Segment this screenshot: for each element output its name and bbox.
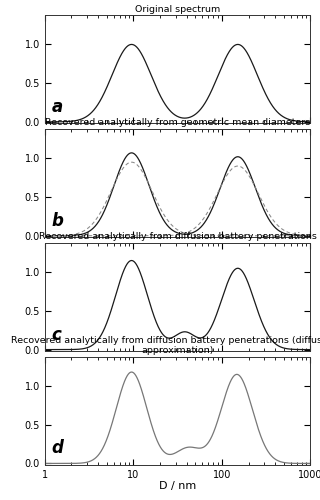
Title: Recovered analytically from geometric mean diameters: Recovered analytically from geometric me… xyxy=(45,118,310,128)
Title: Recovered analytically from diffusion battery penetrations: Recovered analytically from diffusion ba… xyxy=(39,232,316,241)
Text: d: d xyxy=(52,440,63,458)
Title: Recovered analytically from diffusion battery penetrations (diffusional
approxim: Recovered analytically from diffusion ba… xyxy=(11,336,320,355)
X-axis label: D / nm: D / nm xyxy=(159,481,196,491)
Title: Original spectrum: Original spectrum xyxy=(135,4,220,14)
Text: c: c xyxy=(52,326,61,344)
Text: b: b xyxy=(52,212,63,230)
Text: a: a xyxy=(52,98,63,116)
